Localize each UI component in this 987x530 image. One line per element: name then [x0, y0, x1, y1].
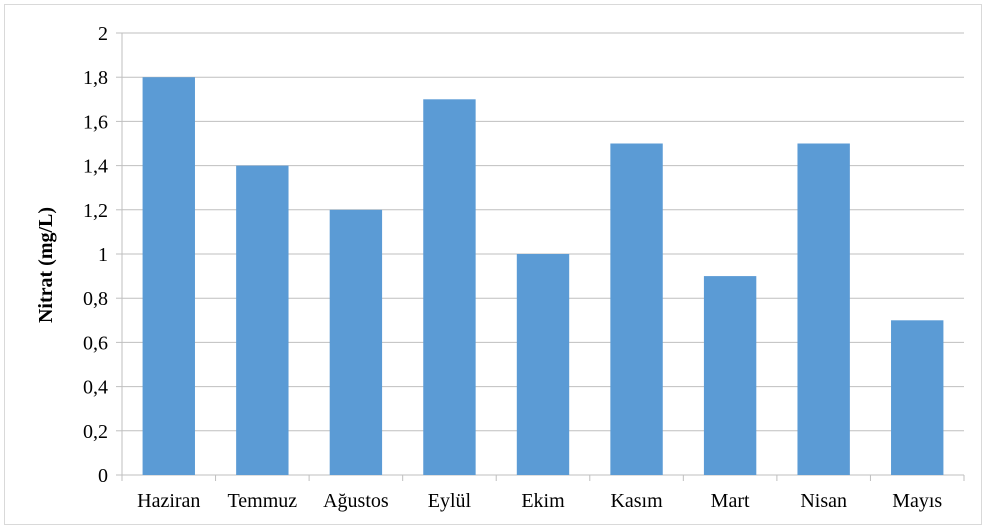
x-tick-label: Eylül	[428, 490, 472, 512]
x-tick-label: Haziran	[137, 490, 200, 512]
y-tick-label: 1,4	[83, 156, 108, 178]
x-tick-label: Kasım	[610, 490, 663, 512]
bar-2	[236, 165, 289, 475]
x-tick-label: Nisan	[800, 490, 847, 512]
bars	[142, 77, 944, 476]
y-tick-label: 1	[98, 244, 108, 266]
y-tick-label: 0,8	[83, 288, 108, 310]
bar-5	[516, 254, 570, 475]
y-tick-label: 0,6	[83, 332, 108, 354]
x-tick-label: Temmuz	[227, 490, 297, 512]
bar-3	[329, 209, 383, 476]
y-axis-title: Nitrat (mg/L)	[35, 207, 57, 323]
x-tick-labels: Haziran Temmuz Ağustos Eylül Ekim Kasım Mart Ni…	[137, 490, 942, 512]
y-tick-label: 0	[98, 465, 108, 487]
bar-8	[797, 143, 850, 475]
y-tick-labels: 0 0,2 0,4 0,6 0,8 1 1,2 1,4 1,6 1,8 2	[83, 23, 108, 487]
x-tick-label: Ekim	[521, 490, 565, 512]
bar-4	[423, 99, 476, 476]
x-tick-label: Mayıs	[892, 490, 942, 512]
x-tick-label: Ağustos	[323, 490, 389, 512]
y-tick-label: 0,2	[83, 421, 108, 443]
y-tick-label: 1,8	[83, 67, 108, 89]
bar-6	[610, 143, 663, 475]
y-tick-label: 1,2	[83, 200, 108, 222]
bar-7	[703, 276, 757, 475]
bar-9	[891, 320, 944, 475]
y-tick-label: 2	[98, 23, 108, 45]
bar-1	[142, 77, 195, 475]
x-tick-label: Mart	[711, 490, 750, 512]
y-tick-label: 1,6	[83, 111, 108, 133]
y-tick-label: 0,4	[83, 377, 108, 399]
